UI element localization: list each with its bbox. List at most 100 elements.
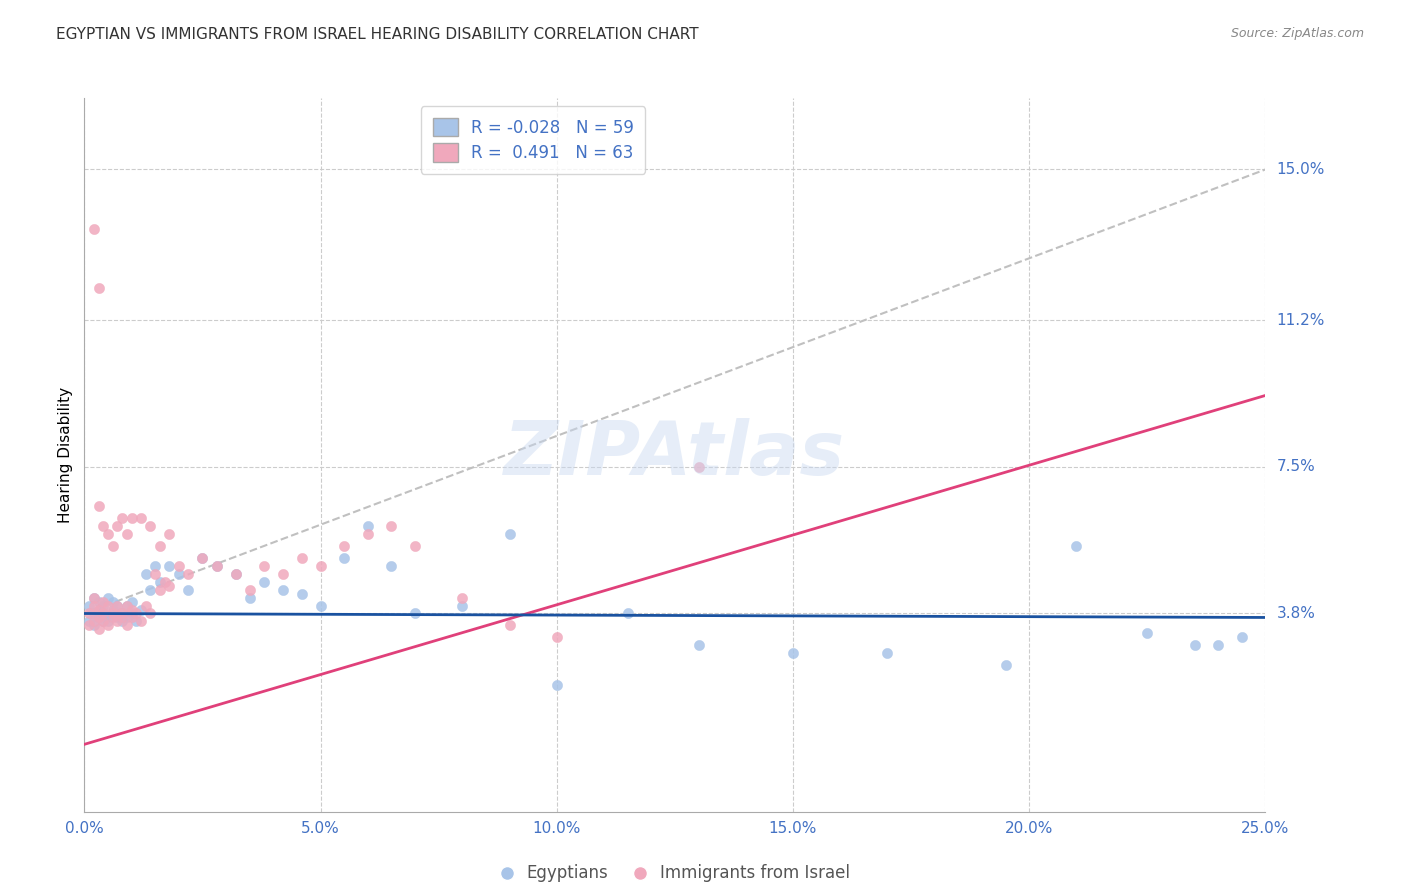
Point [253,574,276,589]
Point [107,599,129,613]
Point [380,558,402,573]
Point [91,615,114,629]
Point [135,566,157,581]
Point [107,610,129,624]
Point [101,539,124,553]
Point [357,519,380,533]
Point [157,579,180,593]
Point [498,527,520,541]
Point [404,607,426,621]
Point [157,527,180,541]
Text: 15.0%: 15.0% [1277,162,1324,177]
Point [87,610,110,624]
Point [616,607,638,621]
Point [107,519,129,533]
Point [149,574,172,589]
Point [115,599,138,613]
Point [83,618,105,632]
Point [143,558,166,573]
Point [111,615,134,629]
Point [205,558,228,573]
Point [115,618,138,632]
Point [309,599,332,613]
Point [688,638,710,652]
Point [125,607,148,621]
Point [688,459,710,474]
Point [782,646,804,660]
Point [167,566,190,581]
Point [91,594,114,608]
Point [77,599,100,613]
Point [77,607,100,621]
Point [83,599,105,613]
Point [91,519,114,533]
Point [225,566,247,581]
Point [225,566,247,581]
Point [111,607,134,621]
Point [451,591,474,605]
Point [129,615,152,629]
Point [451,599,474,613]
Point [121,602,143,616]
Point [87,623,110,637]
Point [157,558,180,573]
Point [239,582,262,597]
Point [1066,539,1088,553]
Point [115,599,138,613]
Point [139,607,162,621]
Point [101,607,124,621]
Text: 3.8%: 3.8% [1277,606,1316,621]
Point [97,591,120,605]
Point [87,602,110,616]
Point [101,610,124,624]
Point [291,551,314,566]
Point [271,582,294,597]
Point [994,658,1017,673]
Point [111,511,134,525]
Point [77,615,100,629]
Point [121,607,143,621]
Point [333,539,356,553]
Point [87,602,110,616]
Point [83,607,105,621]
Point [91,599,114,613]
Point [83,591,105,605]
Point [77,618,100,632]
Point [87,281,110,295]
Point [135,599,157,613]
Point [83,615,105,629]
Point [101,602,124,616]
Point [253,558,276,573]
Point [139,519,162,533]
Point [149,582,172,597]
Point [107,599,129,613]
Point [546,678,568,692]
Point [101,594,124,608]
Text: 7.5%: 7.5% [1277,459,1315,475]
Point [143,566,166,581]
Point [87,610,110,624]
Point [167,558,190,573]
Point [107,615,129,629]
Point [1136,626,1159,640]
Point [111,610,134,624]
Point [271,566,294,581]
Point [309,558,332,573]
Point [87,500,110,514]
Point [129,602,152,616]
Point [115,527,138,541]
Text: Source: ZipAtlas.com: Source: ZipAtlas.com [1230,27,1364,40]
Text: EGYPTIAN VS IMMIGRANTS FROM ISRAEL HEARING DISABILITY CORRELATION CHART: EGYPTIAN VS IMMIGRANTS FROM ISRAEL HEARI… [56,27,699,42]
Point [97,610,120,624]
Point [380,519,402,533]
Point [333,551,356,566]
Point [87,594,110,608]
Point [125,615,148,629]
Point [111,607,134,621]
Point [1206,638,1229,652]
Point [121,511,143,525]
Point [205,558,228,573]
Point [83,591,105,605]
Point [1230,630,1253,644]
Point [357,527,380,541]
